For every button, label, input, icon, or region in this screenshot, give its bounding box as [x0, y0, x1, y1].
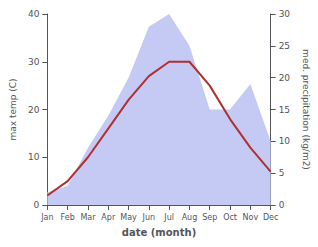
svg-text:25: 25 [279, 41, 290, 51]
svg-text:Feb: Feb [61, 213, 75, 222]
svg-text:Nov: Nov [243, 213, 259, 222]
svg-text:Jul: Jul [163, 213, 174, 222]
svg-text:20: 20 [28, 105, 40, 115]
svg-text:Mar: Mar [80, 213, 96, 222]
svg-text:30: 30 [28, 57, 40, 67]
svg-text:15: 15 [279, 105, 290, 115]
svg-text:30: 30 [279, 9, 291, 19]
svg-text:Dec: Dec [263, 213, 278, 222]
svg-text:40: 40 [28, 9, 40, 19]
svg-text:May: May [120, 213, 137, 222]
svg-text:Oct: Oct [223, 213, 237, 222]
svg-text:20: 20 [279, 73, 291, 83]
svg-text:date (month): date (month) [122, 227, 196, 238]
svg-text:0: 0 [34, 200, 40, 210]
svg-text:Sep: Sep [202, 213, 217, 222]
svg-text:0: 0 [279, 200, 285, 210]
svg-text:med. precipitation (kg/m2): med. precipitation (kg/m2) [301, 49, 311, 170]
svg-text:Apr: Apr [101, 213, 116, 222]
svg-text:Aug: Aug [182, 213, 198, 222]
svg-text:5: 5 [279, 168, 285, 178]
svg-text:Jun: Jun [142, 213, 156, 222]
svg-text:Jan: Jan [40, 213, 53, 222]
svg-text:max temp (C): max temp (C) [8, 78, 18, 140]
svg-text:10: 10 [28, 152, 40, 162]
svg-text:10: 10 [279, 136, 291, 146]
